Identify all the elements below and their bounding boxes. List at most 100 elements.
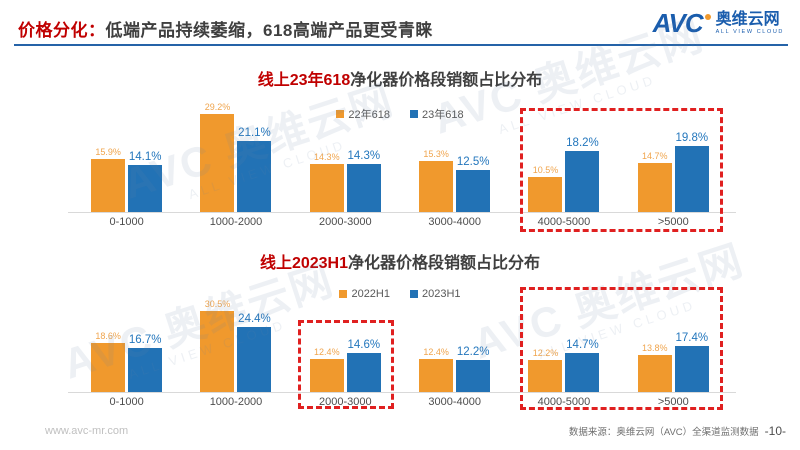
- chart2-x-axis: [68, 392, 736, 393]
- legend-swatch-orange: [339, 290, 348, 298]
- bar-2023H1: [346, 353, 381, 392]
- legend-item: 23年618: [410, 106, 464, 122]
- value-label: 14.7%: [566, 339, 599, 351]
- category-label: 1000-2000: [209, 216, 263, 228]
- bar-23年618: [346, 164, 381, 212]
- footer-data-source: 数据来源：奥维云网（AVC）全渠道监测数据: [568, 427, 759, 438]
- value-label: 14.3%: [347, 150, 381, 162]
- chart1-legend: 22年618 23年618: [0, 106, 800, 122]
- chart2-category-axis: 0-1000 1000-2000 2000-3000 3000-4000 4000-50…: [72, 396, 728, 408]
- value-label: 12.2%: [532, 348, 559, 358]
- chart2-title: 线上2023H1净化器价格段销额占比分布: [0, 249, 800, 273]
- value-label: 19.8%: [675, 132, 709, 144]
- value-label: 18.2%: [566, 137, 599, 149]
- logo-tagline: ALL VIEW CLOUD: [715, 28, 784, 35]
- value-label: 12.4%: [314, 347, 340, 357]
- bar-22年618: [528, 177, 563, 212]
- value-label: 13.8%: [642, 343, 668, 353]
- bar-22年618: [200, 114, 235, 212]
- chart2-title-text: 净化器价格段销额占比分布: [348, 255, 541, 272]
- category-label: >5000: [657, 216, 689, 228]
- bar-23年618: [565, 151, 600, 212]
- chart2-legend: 2022H1 2023H1: [0, 288, 800, 300]
- value-label: 16.7%: [128, 334, 162, 346]
- legend-item: 2022H1: [339, 288, 390, 300]
- legend-label: 2023H1: [422, 288, 461, 300]
- category-label: 4000-5000: [537, 216, 591, 228]
- chart2-title-highlight: 线上2023H1: [259, 255, 349, 272]
- highlight-box-chart2-2000-3000: [298, 320, 394, 409]
- chart1-title-text: 净化器价格段销额占比分布: [350, 72, 543, 89]
- logo-dot-icon: [704, 14, 711, 20]
- bar-2022H1: [419, 359, 454, 392]
- chart1-x-axis: [68, 212, 736, 213]
- chart1-plot: 15.9% 14.1% 29.2% 21.1% 14.3% 14.3% 15.3% 12.5%…: [72, 102, 728, 212]
- bar-group: 13.8% 17.4%: [619, 332, 728, 392]
- bar-group: 29.2% 21.1%: [181, 102, 290, 212]
- value-label: 12.2%: [456, 346, 490, 358]
- highlight-box-chart2-high-end: [520, 287, 723, 410]
- value-label: 10.5%: [532, 165, 559, 175]
- legend-swatch-orange: [336, 110, 345, 118]
- category-label: 3000-4000: [428, 396, 481, 408]
- logo-abbr: AVC: [652, 8, 704, 38]
- legend-item: 22年618: [336, 106, 390, 122]
- chart1-category-axis: 0-1000 1000-2000 2000-3000 3000-4000 4000-50…: [72, 216, 728, 228]
- bar-2023H1: [456, 360, 491, 392]
- category-label: 4000-5000: [537, 396, 591, 408]
- chart2-plot: 18.6% 16.7% 30.5% 24.4% 12.4% 14.6% 12.4% 12.2%…: [72, 299, 728, 392]
- bar-2022H1: [91, 343, 126, 392]
- value-label: 12.5%: [456, 156, 490, 168]
- bar-group: 12.4% 12.2%: [400, 346, 509, 392]
- value-label: 21.1%: [238, 127, 271, 139]
- bar-group: 10.5% 18.2%: [509, 137, 618, 212]
- legend-label: 2022H1: [351, 288, 390, 300]
- value-label: 12.4%: [423, 347, 449, 357]
- legend-label: 22年618: [348, 109, 390, 121]
- bar-group: 15.9% 14.1%: [72, 147, 181, 212]
- legend-label: 23年618: [422, 109, 464, 121]
- value-label: 14.6%: [347, 339, 381, 351]
- value-label: 14.7%: [642, 151, 668, 161]
- value-label: 17.4%: [675, 332, 709, 344]
- page-title-highlight: 价格分化：: [18, 21, 106, 40]
- category-label: 2000-3000: [319, 396, 372, 408]
- value-label: 30.5%: [204, 299, 231, 309]
- bar-2022H1: [637, 355, 672, 392]
- value-label: 14.3%: [314, 152, 340, 162]
- footer-website: www.avc-mr.com: [45, 425, 129, 437]
- value-label: 18.6%: [95, 331, 121, 341]
- header-divider: [14, 44, 788, 46]
- bar-group: 12.4% 14.6%: [291, 339, 400, 392]
- value-label: 24.4%: [238, 313, 271, 325]
- avc-logo: AVC 奥维云网 ALL VIEW CLOUD: [653, 10, 784, 36]
- value-label: 15.3%: [423, 149, 449, 159]
- chart1-title-highlight: 线上23年618: [257, 72, 351, 89]
- page-number: -10-: [764, 424, 786, 438]
- bar-22年618: [309, 164, 344, 212]
- bar-group: 14.3% 14.3%: [291, 150, 400, 212]
- bar-2023H1: [237, 327, 272, 392]
- bar-23年618: [237, 141, 272, 212]
- bar-23年618: [128, 165, 163, 212]
- bar-2023H1: [128, 348, 163, 392]
- bar-22年618: [419, 161, 454, 212]
- category-label: >5000: [657, 396, 689, 408]
- bar-group: 18.6% 16.7%: [72, 331, 181, 392]
- value-label: 29.2%: [204, 102, 231, 112]
- bar-group: 14.7% 19.8%: [619, 132, 728, 212]
- bar-22年618: [91, 159, 126, 212]
- bar-2022H1: [309, 359, 344, 392]
- bar-2022H1: [528, 360, 563, 392]
- category-label: 0-1000: [109, 396, 144, 408]
- chart1-title: 线上23年618净化器价格段销额占比分布: [0, 66, 800, 90]
- bar-group: 15.3% 12.5%: [400, 149, 509, 212]
- value-label: 14.1%: [128, 151, 162, 163]
- bar-2023H1: [674, 346, 709, 392]
- bar-23年618: [674, 146, 709, 212]
- page-title-text: 低端产品持续萎缩，618高端产品更受青睐: [105, 21, 433, 40]
- bar-2022H1: [200, 311, 235, 392]
- bar-2023H1: [565, 353, 600, 392]
- category-label: 2000-3000: [319, 216, 372, 228]
